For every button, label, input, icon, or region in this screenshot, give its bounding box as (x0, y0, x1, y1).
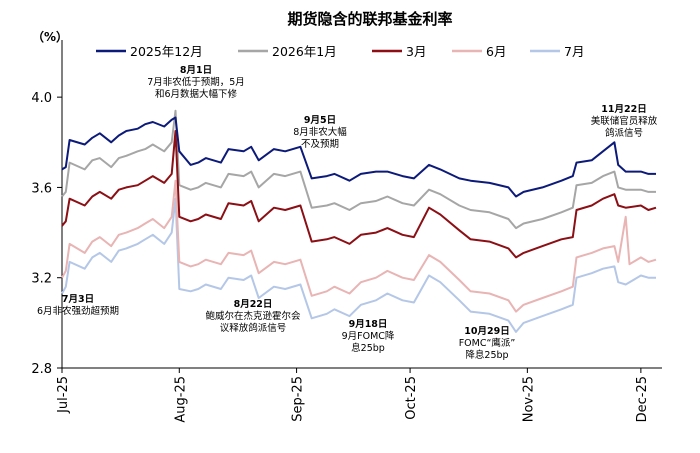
chart-title: 期货隐含的联邦基金利率 (287, 10, 452, 28)
series-line-4 (61, 197, 656, 333)
x-tick-label: Oct-25 (404, 376, 419, 420)
x-tick-label: Sep-25 (291, 376, 306, 422)
annotation-text: 和6月数据大幅下修 (155, 88, 238, 100)
annotation-text: 议释放鸽派信号 (220, 322, 287, 334)
axes: 2.8 3.2 3.6 4.0 Jul-25 Aug-25 Sep-25 Oct-25 Nov-… (31, 40, 662, 423)
legend-label-4: 7月 (564, 44, 584, 59)
series-line-3 (61, 179, 657, 313)
annotation-text: 鲍威尔在杰克逊霍尔会 (205, 310, 301, 322)
annotation-text: 6月非农强劲超预期 (37, 305, 119, 317)
annotation-date: 7月3日 (62, 294, 94, 305)
annotation-text: 鸽派信号 (605, 127, 643, 139)
annotation-date: 10月29日 (464, 326, 509, 337)
annotation-text: 9月FOMC降 (342, 330, 395, 342)
series-line-1 (61, 109, 656, 230)
annotation-date: 11月22日 (601, 104, 646, 115)
x-tick-label: Aug-25 (173, 376, 188, 423)
y-tick-label: 3.2 (31, 272, 52, 287)
annotation-text: 息25bp (351, 342, 385, 354)
annotation-text: 美联储官员释放 (591, 115, 658, 127)
legend-label-1: 2026年1月 (272, 44, 337, 59)
annotation-text: 8月非农大幅 (293, 126, 347, 138)
x-tick-label: Dec-25 (635, 376, 650, 422)
y-tick-label: 4.0 (31, 91, 52, 106)
x-tick-label: Jul-25 (56, 376, 71, 414)
annotation-text: 不及预期 (301, 139, 339, 150)
x-tick-label: Nov-25 (521, 376, 536, 422)
annotation-text: FOMC“鹰派” (459, 337, 516, 349)
annotation-date: 9月5日 (304, 115, 336, 126)
legend-label-3: 6月 (486, 44, 506, 59)
legend-label-0: 2025年12月 (130, 44, 203, 59)
series-line-2 (61, 130, 657, 259)
annotation-date: 9月18日 (349, 319, 388, 330)
legend: 2025年12月 2026年1月 3月 6月 7月 (96, 44, 584, 59)
annotation-date: 8月1日 (180, 65, 212, 76)
y-axis-unit: （%） (32, 29, 68, 44)
y-tick-label: 3.6 (31, 181, 52, 196)
annotation-text: 7月非农低于预期，5月 (147, 76, 245, 88)
legend-label-2: 3月 (406, 44, 426, 59)
series-line-0 (61, 116, 656, 198)
annotation-text: 降息25bp (465, 349, 508, 361)
series-layer (61, 109, 657, 333)
annotation-date: 8月22日 (234, 299, 273, 310)
y-tick-label: 2.8 (31, 362, 52, 377)
